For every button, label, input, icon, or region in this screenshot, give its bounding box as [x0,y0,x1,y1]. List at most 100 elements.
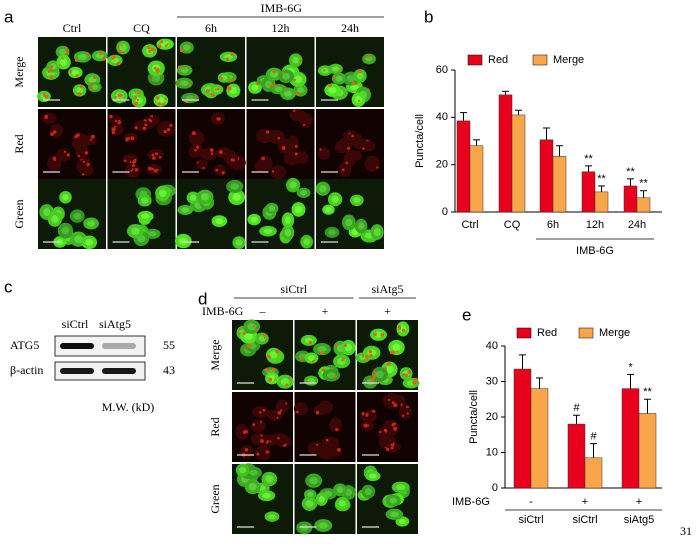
puncta [114,125,117,128]
nucleus [335,75,343,82]
puncta [157,44,162,49]
nucleus [189,194,197,201]
puncta [315,410,320,415]
nucleus [389,511,399,518]
micrograph [316,37,384,107]
puncta [147,46,151,50]
cell [239,445,255,459]
cell [364,155,380,172]
puncta [277,411,282,415]
puncta [264,368,269,373]
puncta [130,136,135,141]
bar [530,388,549,489]
nucleus [61,226,70,235]
nucleus [263,228,273,234]
nucleus [331,195,339,203]
nucleus [232,193,241,202]
puncta [77,92,82,96]
puncta [134,90,137,94]
puncta [388,398,391,401]
puncta [90,87,94,91]
bar [638,413,657,489]
x-tick-label: Ctrl [461,219,478,231]
micrograph [293,392,356,462]
micrograph [232,392,293,462]
puncta [50,132,54,137]
puncta [379,430,382,434]
puncta [373,376,376,380]
puncta [77,154,80,158]
puncta [244,447,249,452]
micrograph [315,179,384,249]
micrograph [107,109,176,179]
legend-label: Red [488,54,508,66]
puncta [271,170,275,173]
puncta [156,96,160,100]
micrograph [357,464,418,534]
nucleus [262,492,271,499]
y-tick-label: 10 [486,446,498,458]
puncta [61,57,64,60]
puncta [287,376,291,380]
puncta [285,383,289,387]
puncta [376,166,379,169]
puncta [66,153,70,157]
cell [299,113,313,128]
puncta [337,70,340,73]
puncta [279,409,283,412]
puncta [308,340,313,345]
cell [250,419,266,433]
nucleus [180,67,189,73]
nucleus [141,197,149,204]
bar [539,139,554,213]
bar [584,457,603,489]
group-label: IMB-6G [261,1,303,15]
puncta [242,331,246,335]
panel-label: a [4,7,14,26]
cell [398,404,412,420]
nucleus [328,86,337,94]
nucleus [268,513,276,520]
puncta [142,126,146,130]
puncta [164,97,167,101]
significance-label: ** [584,153,593,165]
nucleus [345,218,353,227]
significance-label: # [573,402,580,414]
significance-label: # [590,431,597,443]
puncta [319,148,322,151]
puncta [50,65,54,69]
puncta [155,68,160,73]
puncta [402,373,406,377]
cell [258,155,273,172]
treatment-label: IMB-6G [452,496,490,508]
nucleus [338,500,346,507]
puncta [255,328,258,332]
page-number: 31 [680,524,692,538]
puncta [369,353,373,358]
puncta [391,350,396,355]
puncta [156,168,159,171]
puncta [238,327,242,331]
puncta [273,84,277,88]
nucleus [265,475,274,483]
nucleus [292,56,300,64]
puncta [268,377,273,382]
puncta [265,450,269,454]
band [102,368,136,374]
nucleus [289,181,297,189]
puncta [393,422,397,426]
nucleus [85,238,94,246]
nucleus [235,239,243,246]
puncta [281,146,286,150]
puncta [407,370,412,375]
column-label: siAtg5 [99,317,131,331]
panel-label: c [4,277,13,296]
column-label: siCtrl [62,317,89,331]
cell [267,129,285,144]
puncta [230,158,234,162]
band [60,343,94,349]
bar [621,388,640,489]
nucleus [183,44,191,51]
cell [293,402,309,416]
